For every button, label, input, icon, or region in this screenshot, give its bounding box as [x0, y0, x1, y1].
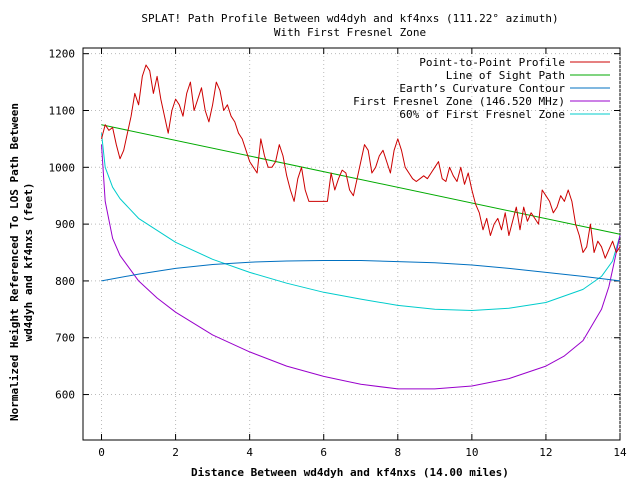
x-tick-label: 0 [98, 446, 105, 459]
y-tick-label: 1000 [49, 161, 76, 174]
x-tick-label: 10 [465, 446, 478, 459]
x-tick-label: 6 [320, 446, 327, 459]
legend-label: 60% of First Fresnel Zone [399, 108, 565, 121]
chart-title-line1: SPLAT! Path Profile Between wd4dyh and k… [141, 12, 558, 25]
series-line-point-to-point-profile [101, 64, 621, 259]
y-tick-label: 700 [55, 332, 75, 345]
x-tick-label: 12 [539, 446, 552, 459]
y-axis-ticks: 600 700 800 900 1000 1100 1200 [49, 48, 620, 402]
x-axis-ticks: 0 2 4 6 8 10 12 14 [98, 48, 627, 459]
y-tick-label: 1200 [49, 48, 76, 61]
legend-label: Line of Sight Path [446, 69, 565, 82]
x-tick-label: 8 [394, 446, 401, 459]
series-line-first-fresnel-zone-146-520-mhz [101, 144, 621, 390]
x-tick-label: 4 [246, 446, 253, 459]
series-line-earth-s-curvature-contour [101, 260, 621, 282]
series-lines [101, 64, 621, 390]
x-tick-label: 2 [172, 446, 179, 459]
legend-label: Point-to-Point Profile [419, 56, 565, 69]
chart-title-line2: With First Fresnel Zone [274, 26, 426, 39]
x-tick-label: 14 [613, 446, 627, 459]
y-axis-label-line1: Normalized Height Referenced To LOS Path… [8, 103, 21, 421]
y-tick-label: 600 [55, 389, 75, 402]
x-axis-label: Distance Between wd4dyh and kf4nxs (14.0… [191, 466, 509, 479]
grid [83, 48, 621, 440]
y-tick-label: 1100 [49, 104, 76, 117]
y-axis-label-line2: wd4dyh and kf4nxs (feet) [22, 183, 35, 342]
legend-label: Earth’s Curvature Contour [399, 82, 565, 95]
legend-label: First Fresnel Zone (146.520 MHz) [353, 95, 565, 108]
series-line-60-of-first-fresnel-zone [101, 133, 621, 311]
y-tick-label: 900 [55, 218, 75, 231]
series-line-line-of-sight-path [101, 124, 621, 235]
y-tick-label: 800 [55, 275, 75, 288]
